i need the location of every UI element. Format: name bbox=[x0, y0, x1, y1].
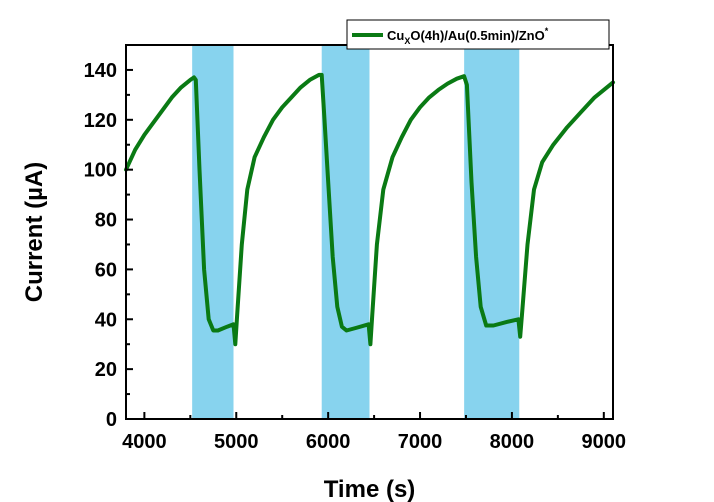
y-tick-label: 0 bbox=[106, 409, 117, 431]
x-tick-label: 9000 bbox=[582, 431, 627, 453]
legend-name-sup: * bbox=[545, 26, 549, 36]
legend-entry-series-1: CuXO(4h)/Au(0.5min)/ZnO* bbox=[387, 26, 549, 46]
shaded-interval-3 bbox=[464, 45, 520, 419]
y-tick-label: 20 bbox=[95, 359, 117, 381]
y-tick-label: 40 bbox=[95, 309, 117, 331]
shaded-interval-1 bbox=[192, 45, 234, 419]
plot-area bbox=[124, 72, 615, 347]
y-axis: 0 20 40 60 80 100 120 140 bbox=[84, 60, 133, 431]
y-tick-label: 140 bbox=[84, 60, 117, 82]
x-tick-label: 6000 bbox=[306, 431, 351, 453]
shaded-regions bbox=[192, 45, 520, 419]
shaded-interval-2 bbox=[321, 45, 370, 419]
y-axis-label: Current (µA) bbox=[21, 162, 48, 302]
y-tick-label: 100 bbox=[84, 160, 117, 182]
legend-name-sub: X bbox=[404, 36, 410, 46]
x-tick-label: 4000 bbox=[122, 431, 167, 453]
y-tick-label: 80 bbox=[95, 210, 117, 232]
legend-name-rest: O(4h)/Au(0.5min)/ZnO bbox=[410, 28, 544, 43]
series-line-1 bbox=[124, 72, 615, 347]
x-tick-label: 7000 bbox=[398, 431, 443, 453]
legend: CuXO(4h)/Au(0.5min)/ZnO* bbox=[346, 19, 610, 50]
y-tick-label: 60 bbox=[95, 259, 117, 281]
x-tick-label: 8000 bbox=[490, 431, 535, 453]
legend-name-base: Cu bbox=[387, 28, 404, 43]
y-tick-label: 120 bbox=[84, 110, 117, 132]
x-axis: 4000 5000 6000 7000 8000 9000 bbox=[122, 412, 626, 453]
legend-box bbox=[346, 19, 610, 50]
x-axis-label: Time (s) bbox=[324, 476, 416, 502]
x-tick-label: 5000 bbox=[214, 431, 259, 453]
